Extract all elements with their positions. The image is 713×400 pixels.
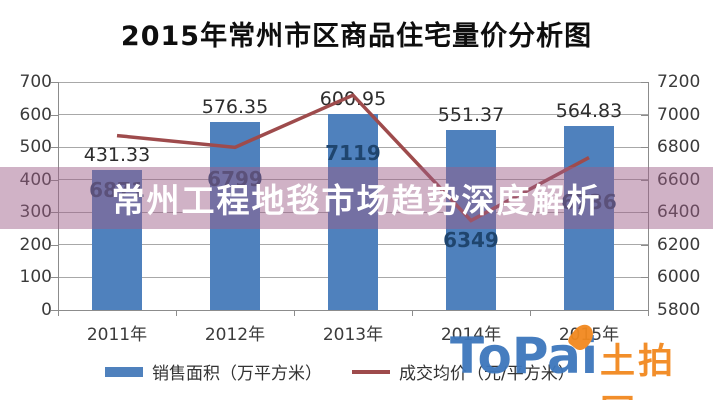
right-axis-tick-label: 6800 — [657, 137, 701, 158]
watermark: ToPai 土拍网 — [450, 320, 713, 400]
left-axis-tick — [51, 82, 58, 83]
left-axis-tick — [51, 277, 58, 279]
x-axis-line — [58, 310, 648, 311]
left-axis-tick — [51, 212, 58, 214]
left-axis-tick-label: 0 — [41, 300, 52, 320]
legend-label: 销售面积（万平方米） — [152, 364, 322, 384]
right-axis-tick — [641, 212, 648, 214]
right-axis-line — [648, 82, 649, 310]
left-axis-tick — [51, 147, 58, 149]
left-axis-tick — [51, 179, 58, 181]
bar-swatch-icon — [105, 366, 143, 377]
avg-price-label: 6736 — [561, 189, 617, 214]
x-axis-tick — [176, 310, 177, 316]
avg-price-label: 6349 — [443, 227, 499, 252]
left-axis-tick-label: 500 — [19, 137, 52, 158]
x-axis-tick — [530, 310, 531, 316]
left-axis-tick-label: 100 — [19, 267, 52, 288]
x-axis-label: 2012年 — [204, 325, 266, 345]
legend-item-bar: 销售面积（万平方米） — [105, 359, 322, 384]
x-axis-label: 2011年 — [86, 325, 148, 345]
left-axis-tick-label: 400 — [19, 169, 52, 190]
chart-title: 2015年常州市区商品住宅量价分析图 — [120, 21, 593, 52]
left-axis-tick-label: 700 — [19, 72, 52, 92]
x-axis-tick — [648, 310, 649, 316]
right-axis-tick — [641, 277, 648, 279]
right-axis-tick-label: 7000 — [657, 104, 701, 125]
right-axis-tick-label: 6000 — [657, 267, 701, 288]
left-axis-tick — [51, 114, 58, 116]
legend-label: 成交均价（元/平方米） — [399, 364, 575, 384]
avg-price-label: 6799 — [207, 167, 263, 192]
right-axis-tick — [641, 82, 648, 83]
x-axis-tick — [412, 310, 413, 316]
legend-item-line: 成交均价（元/平方米） — [352, 359, 575, 384]
right-axis-tick-label: 7200 — [657, 72, 701, 92]
line-swatch-icon — [352, 369, 390, 374]
left-axis-tick-label: 300 — [19, 202, 52, 223]
gridline — [58, 81, 648, 83]
right-axis-tick — [641, 114, 648, 116]
right-axis-tick — [641, 147, 648, 149]
x-axis-label: 2013年 — [322, 325, 384, 345]
left-axis-tick — [51, 244, 58, 246]
left-axis-tick — [51, 310, 58, 311]
x-axis-tick — [294, 310, 295, 316]
avg-price-label: 6871 — [89, 177, 145, 202]
bar-value-label: 600.95 — [319, 88, 387, 111]
left-axis-tick-label: 200 — [19, 234, 52, 255]
watermark-site-text: 土拍网 — [600, 342, 677, 400]
overlay-banner: 常州工程地毯市场趋势深度解析 — [0, 167, 713, 229]
x-axis-label: 2014年 — [440, 325, 502, 345]
bar-value-label: 551.37 — [437, 104, 505, 127]
bar-value-label: 564.83 — [555, 100, 623, 123]
bar-value-label: 576.35 — [201, 96, 269, 119]
right-axis-tick-label: 6200 — [657, 234, 701, 255]
left-axis-line — [58, 82, 59, 310]
left-axis-tick-label: 600 — [19, 104, 52, 125]
bar-value-label: 431.33 — [83, 143, 151, 166]
overlay-banner-text: 常州工程地毯市场趋势深度解析 — [111, 181, 602, 220]
right-axis-tick — [641, 179, 648, 181]
right-axis-tick-label: 6400 — [657, 202, 701, 223]
right-axis-tick-label: 6600 — [657, 169, 701, 190]
x-axis-tick — [58, 310, 59, 316]
avg-price-label: 7119 — [325, 141, 381, 166]
right-axis-tick — [641, 244, 648, 246]
right-axis-tick-label: 5800 — [657, 300, 701, 320]
legend: 销售面积（万平方米） 成交均价（元/平方米） — [0, 359, 713, 384]
